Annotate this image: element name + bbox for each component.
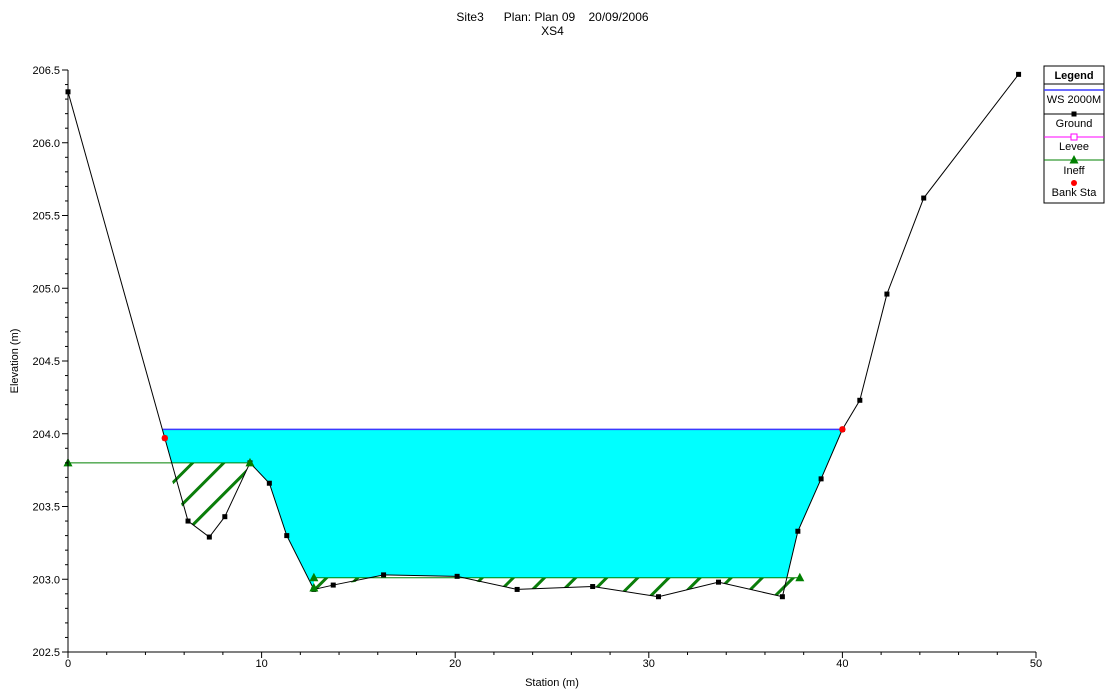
y-axis-label: Elevation (m)	[9, 329, 21, 394]
axes: 0 10 20 30 40 50 202.5 203.0 203.5 204.0 204.5 205.…	[9, 65, 1042, 689]
y-tick-label: 205.0	[32, 283, 60, 295]
ground-point	[921, 195, 927, 201]
ground-point	[185, 518, 191, 524]
ground-line	[67, 74, 1019, 598]
ground-point	[284, 533, 290, 539]
legend-entry-ineff: Ineff	[1063, 165, 1085, 177]
ground-point	[266, 480, 272, 486]
ineffective-marker	[309, 582, 319, 592]
ground-point	[818, 476, 824, 482]
ground-point	[884, 291, 890, 297]
y-tick-label: 204.0	[32, 429, 60, 441]
ground-point	[779, 594, 785, 600]
x-tick-label: 40	[836, 658, 848, 670]
y-tick-label: 203.0	[32, 574, 60, 586]
ineffective-marker	[309, 572, 319, 582]
ground-point	[857, 397, 863, 403]
ground-point	[206, 534, 212, 540]
legend-entry-ws: WS 2000M	[1047, 94, 1101, 106]
ground-point	[222, 514, 228, 520]
ground-point	[330, 582, 336, 588]
y-tick-label: 205.5	[32, 211, 60, 223]
x-tick-label: 10	[255, 658, 267, 670]
ineffective-marker	[245, 457, 255, 467]
x-tick-label: 50	[1030, 658, 1042, 670]
ground-point	[655, 594, 661, 600]
legend-title: Legend	[1054, 70, 1093, 82]
x-tick-label: 20	[449, 658, 461, 670]
plot-area	[63, 71, 1022, 600]
ground-point	[381, 572, 387, 578]
chart-title: Site3 Plan: Plan 09 20/09/2006	[456, 10, 649, 24]
legend-entry-ground: Ground	[1056, 118, 1093, 130]
y-tick-label: 203.5	[32, 502, 60, 514]
legend: Legend WS 2000M Ground Levee Ineff Bank Sta	[1043, 65, 1105, 204]
y-tick-label: 206.5	[32, 65, 60, 77]
x-tick-label: 30	[643, 658, 655, 670]
legend-ground-marker	[1071, 111, 1077, 117]
ground-point	[795, 528, 801, 534]
legend-ineff-marker	[1069, 155, 1079, 164]
ineffective-area-1	[313, 577, 800, 597]
y-tick-label: 206.0	[32, 138, 60, 150]
ground-point	[514, 586, 520, 592]
ground-point	[715, 579, 721, 585]
y-tick-label: 204.5	[32, 356, 60, 368]
ineffective-marker	[795, 572, 805, 582]
legend-entry-levee: Levee	[1059, 141, 1089, 153]
ground-point	[590, 584, 596, 590]
bank-station-point	[161, 434, 168, 442]
chart-subtitle: XS4	[541, 24, 564, 38]
water-surface-area	[162, 429, 843, 597]
ground-point	[1016, 71, 1022, 77]
x-axis-label: Station (m)	[525, 677, 579, 689]
ground-point	[454, 573, 460, 579]
ineffective-area-0	[68, 462, 250, 538]
y-tick-label: 202.5	[32, 647, 60, 659]
x-tick-label: 0	[65, 658, 71, 670]
bank-station-point	[839, 426, 846, 433]
legend-levee-marker	[1070, 133, 1078, 141]
legend-entry-bank: Bank Sta	[1052, 187, 1098, 199]
legend-bank-marker	[1071, 180, 1077, 186]
